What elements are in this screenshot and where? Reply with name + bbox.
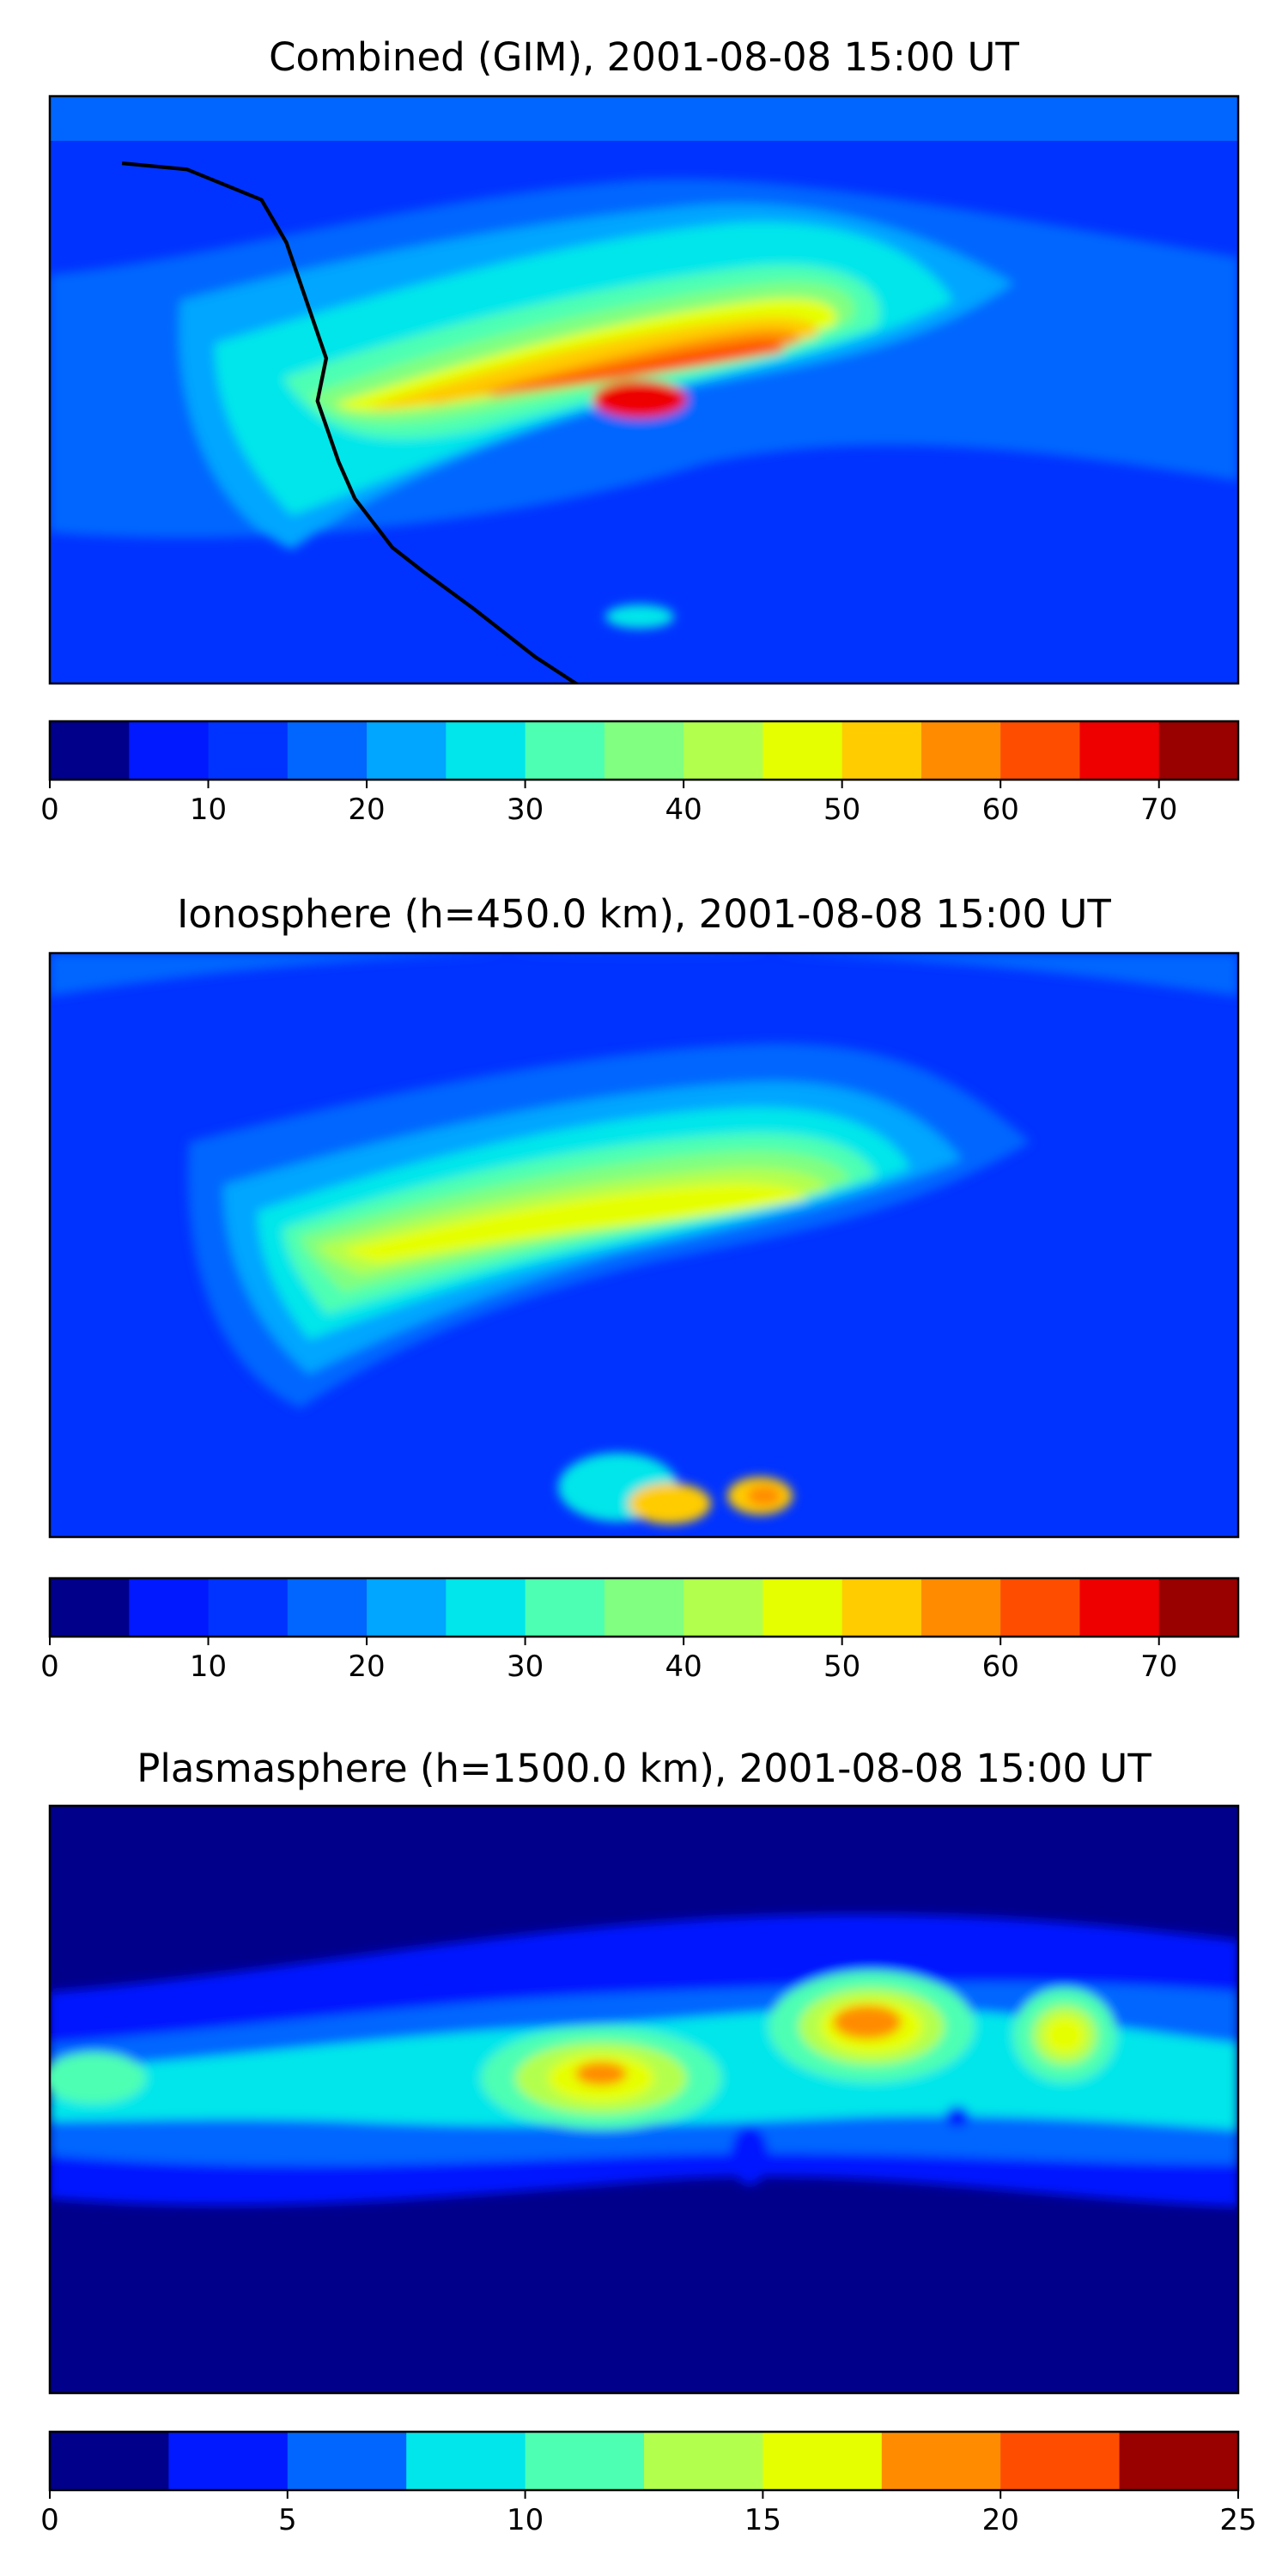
colorbar-swatch xyxy=(50,721,130,780)
colorbar-swatch xyxy=(1000,2432,1121,2490)
colorbar-tick-label: 20 xyxy=(982,2503,1019,2537)
colorbar-swatch xyxy=(50,2432,169,2490)
colorbar-tick-label: 0 xyxy=(40,793,59,827)
colorbar-tick-label: 60 xyxy=(982,1649,1019,1684)
colorbar-tick-label: 10 xyxy=(190,1649,227,1684)
colorbar-tick-label: 50 xyxy=(823,793,860,827)
ionosphere-panel: Ionosphere (h=450.0 km), 2001-08-08 15:0… xyxy=(40,891,1240,1684)
colorbar-tick-label: 0 xyxy=(40,2503,59,2537)
colorbar-swatch xyxy=(129,1578,210,1637)
colorbar-tick-label: 40 xyxy=(665,793,702,827)
colorbar-swatch xyxy=(168,2432,289,2490)
colorbar-swatch xyxy=(1000,1578,1080,1637)
colorbar-swatch xyxy=(287,1578,368,1637)
colorbar-swatch xyxy=(446,721,526,780)
colorbar-swatch xyxy=(367,1578,447,1637)
colorbar-swatch xyxy=(920,1578,1001,1637)
colorbar-swatch xyxy=(604,1578,684,1637)
colorbar: 0 10 20 30 40 50 60 70 xyxy=(40,720,1240,827)
colorbar-swatch xyxy=(129,721,210,780)
colorbar-swatch xyxy=(1119,2432,1239,2490)
colorbar-swatch xyxy=(525,721,605,780)
plasmasphere-panel: Plasmasphere (h=1500.0 km), 2001-08-08 1… xyxy=(40,1746,1257,2537)
colorbar-tick-label: 70 xyxy=(1140,793,1177,827)
colorbar-swatch xyxy=(525,2432,645,2490)
colorbar-swatch xyxy=(762,2432,883,2490)
colorbar-tick-label: 5 xyxy=(278,2503,297,2537)
colorbar-swatch xyxy=(406,2432,526,2490)
colorbar-swatch xyxy=(841,721,922,780)
colorbar-tick-label: 30 xyxy=(507,1649,544,1684)
colorbar-swatch xyxy=(367,721,447,780)
colorbar-tick-label: 20 xyxy=(348,1649,385,1684)
colorbar-swatch xyxy=(208,721,289,780)
colorbar-swatch xyxy=(525,1578,605,1637)
tec-map xyxy=(50,1806,1238,2393)
colorbar-tick-label: 60 xyxy=(982,793,1019,827)
tec-map xyxy=(50,953,1238,1537)
combined-gim-panel: Combined (GIM), 2001-08-08 15:00 UT 0 10 2… xyxy=(40,34,1240,827)
colorbar-swatch xyxy=(1000,721,1080,780)
colorbar-swatch xyxy=(287,721,368,780)
colorbar-swatch xyxy=(1079,1578,1160,1637)
colorbar-swatch xyxy=(1158,721,1239,780)
colorbar-swatch xyxy=(762,1578,843,1637)
colorbar-tick-label: 0 xyxy=(40,1649,59,1684)
colorbar-tick-label: 20 xyxy=(348,793,385,827)
panel-title: Ionosphere (h=450.0 km), 2001-08-08 15:0… xyxy=(177,891,1111,937)
colorbar-swatch xyxy=(920,721,1001,780)
colorbar-tick-label: 25 xyxy=(1219,2503,1256,2537)
colorbar-tick-label: 30 xyxy=(507,793,544,827)
colorbar-swatch xyxy=(287,2432,407,2490)
colorbar-swatch xyxy=(208,1578,289,1637)
colorbar-tick-label: 40 xyxy=(665,1649,702,1684)
colorbar: 0 10 20 30 40 50 60 70 xyxy=(40,1577,1240,1684)
colorbar-tick-label: 10 xyxy=(190,793,227,827)
coastlines xyxy=(121,161,580,683)
colorbar-swatch xyxy=(841,1578,922,1637)
colorbar-swatch xyxy=(683,1578,763,1637)
colorbar-tick-label: 10 xyxy=(507,2503,544,2537)
colorbar-swatch xyxy=(683,721,763,780)
colorbar-swatch xyxy=(50,1578,130,1637)
tec-map xyxy=(50,96,1238,683)
colorbar-swatch xyxy=(1158,1578,1239,1637)
colorbar-tick-label: 70 xyxy=(1140,1649,1177,1684)
colorbar-swatch xyxy=(881,2432,1001,2490)
colorbar: 0 5 10 15 20 25 xyxy=(40,2430,1257,2537)
colorbar-swatch xyxy=(446,1578,526,1637)
colorbar-tick-label: 50 xyxy=(823,1649,860,1684)
colorbar-swatch xyxy=(604,721,684,780)
colorbar-swatch xyxy=(644,2432,763,2490)
colorbar-swatch xyxy=(762,721,843,780)
colorbar-swatch xyxy=(1079,721,1160,780)
colorbar-tick-label: 15 xyxy=(744,2503,781,2537)
panel-title: Combined (GIM), 2001-08-08 15:00 UT xyxy=(269,34,1019,80)
panel-title: Plasmasphere (h=1500.0 km), 2001-08-08 1… xyxy=(137,1746,1151,1791)
